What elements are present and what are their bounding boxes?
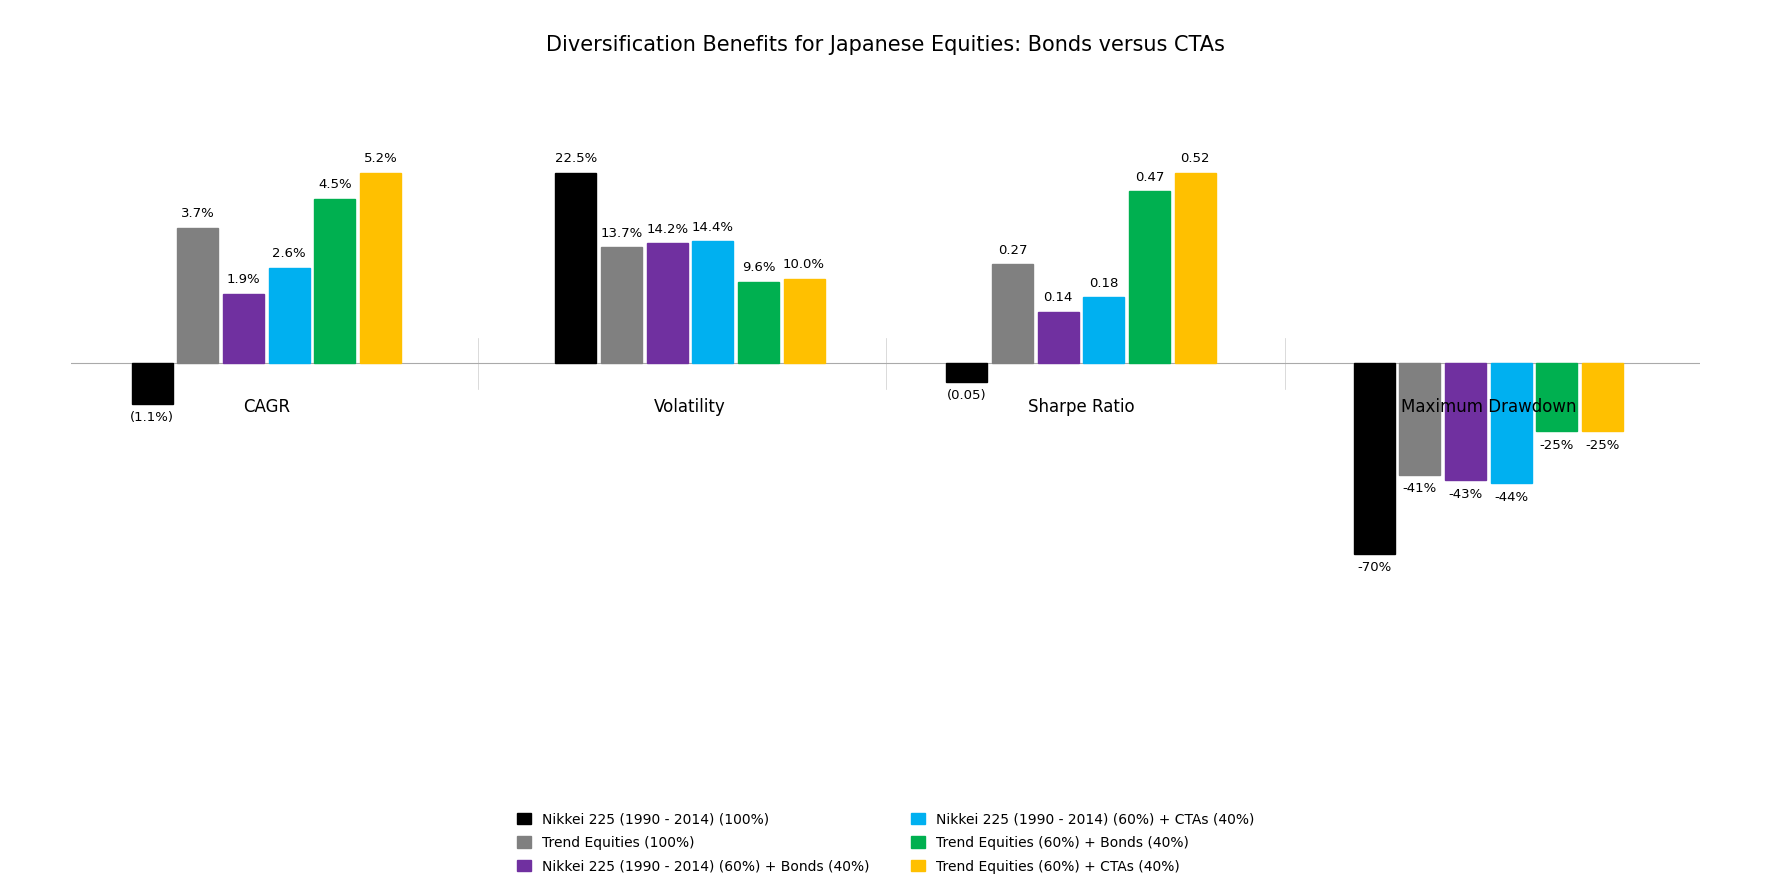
Text: 14.4%: 14.4% (692, 221, 733, 234)
Text: 4.5%: 4.5% (319, 178, 352, 191)
Bar (313, 198, 356, 363)
Bar (269, 268, 310, 363)
Bar (992, 264, 1032, 363)
Text: 13.7%: 13.7% (600, 227, 643, 240)
Bar (223, 294, 264, 363)
Text: -44%: -44% (1495, 491, 1528, 503)
Text: Volatility: Volatility (653, 398, 726, 416)
Text: 0.14: 0.14 (1043, 291, 1073, 305)
Text: -25%: -25% (1539, 439, 1574, 452)
Bar (1038, 312, 1079, 363)
Bar (692, 242, 733, 363)
Text: 3.7%: 3.7% (181, 207, 214, 221)
Bar (360, 173, 400, 363)
Text: 0.52: 0.52 (1179, 152, 1210, 166)
Bar (177, 228, 218, 363)
Bar (600, 247, 643, 363)
Text: (1.1%): (1.1%) (131, 411, 174, 424)
Text: 2.6%: 2.6% (273, 247, 306, 260)
Text: 9.6%: 9.6% (742, 261, 776, 275)
Text: 5.2%: 5.2% (363, 152, 397, 166)
Text: CAGR: CAGR (243, 398, 290, 416)
Bar (556, 173, 597, 363)
Bar (1128, 191, 1171, 363)
Text: 0.18: 0.18 (1089, 276, 1119, 290)
Text: Maximum Drawdown: Maximum Drawdown (1401, 398, 1576, 416)
Bar (783, 279, 825, 363)
Bar (1491, 363, 1532, 483)
Bar (1399, 363, 1440, 475)
Text: 22.5%: 22.5% (554, 152, 597, 166)
Bar (646, 243, 687, 363)
Bar (1535, 363, 1578, 431)
Bar (1582, 363, 1622, 431)
Text: 0.47: 0.47 (1135, 171, 1164, 183)
Text: -41%: -41% (1403, 482, 1436, 495)
Bar (1445, 363, 1486, 480)
Text: 14.2%: 14.2% (646, 222, 689, 236)
Legend: Nikkei 225 (1990 - 2014) (100%), Trend Equities (100%), Nikkei 225 (1990 - 2014): Nikkei 225 (1990 - 2014) (100%), Trend E… (512, 806, 1259, 879)
Text: -43%: -43% (1449, 488, 1482, 501)
Text: (0.05): (0.05) (947, 389, 986, 402)
Text: Sharpe Ratio: Sharpe Ratio (1027, 398, 1135, 416)
Text: 1.9%: 1.9% (227, 273, 260, 286)
Bar (946, 363, 988, 382)
Text: -70%: -70% (1357, 561, 1392, 574)
Bar (1084, 298, 1125, 363)
Bar (1353, 363, 1396, 554)
Text: 0.27: 0.27 (997, 244, 1027, 257)
Bar (739, 282, 779, 363)
Text: 10.0%: 10.0% (783, 258, 825, 271)
Text: -25%: -25% (1585, 439, 1620, 452)
Text: Diversification Benefits for Japanese Equities: Bonds versus CTAs: Diversification Benefits for Japanese Eq… (545, 35, 1226, 56)
Bar (131, 363, 174, 403)
Bar (1174, 173, 1215, 363)
